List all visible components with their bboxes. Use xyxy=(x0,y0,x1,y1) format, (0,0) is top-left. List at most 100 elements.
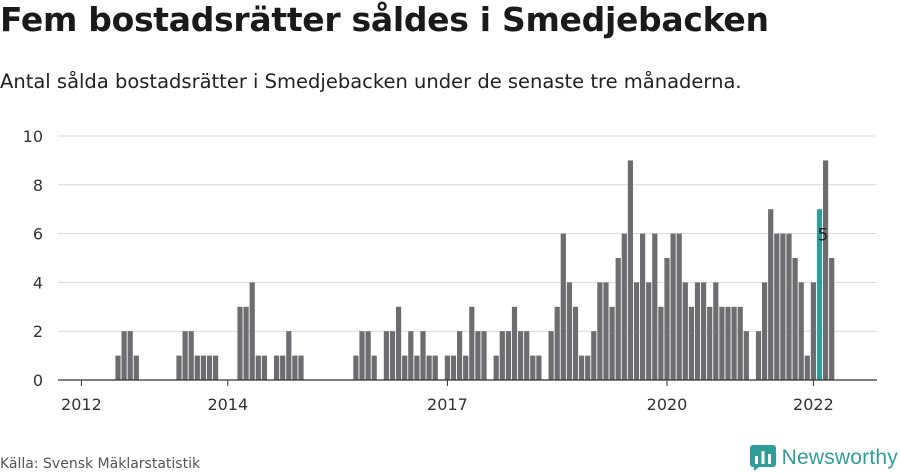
x-tick-label: 2017 xyxy=(427,395,468,414)
bar xyxy=(261,355,267,380)
bar xyxy=(518,331,524,380)
bar xyxy=(737,306,743,380)
bar xyxy=(121,331,127,380)
bar xyxy=(804,355,810,380)
bar xyxy=(200,355,206,380)
bar xyxy=(396,306,402,380)
bar xyxy=(274,355,280,380)
bar xyxy=(176,355,182,380)
bar xyxy=(719,306,725,380)
bar xyxy=(457,331,463,380)
x-tick-label: 2020 xyxy=(647,395,688,414)
bar xyxy=(371,355,377,380)
bar xyxy=(420,331,426,380)
bar xyxy=(694,282,701,380)
bar xyxy=(701,282,707,380)
bar xyxy=(182,331,188,380)
bar xyxy=(755,331,762,380)
chart-title: Fem bostadsrätter såldes i Smedjebacken xyxy=(0,0,769,39)
bar xyxy=(524,331,530,380)
bar xyxy=(566,282,572,380)
bar xyxy=(280,355,286,380)
bar xyxy=(670,233,676,380)
bar xyxy=(444,355,450,380)
bar xyxy=(298,355,304,380)
bar xyxy=(829,258,835,380)
bar xyxy=(359,331,365,380)
bar xyxy=(579,355,585,380)
bar xyxy=(237,306,243,380)
bar xyxy=(463,355,469,380)
bar xyxy=(505,331,511,380)
brand-name: Newsworthy xyxy=(781,446,898,469)
bar xyxy=(658,306,664,380)
bar xyxy=(481,331,487,380)
bar xyxy=(572,306,579,380)
bar xyxy=(536,355,542,380)
y-tick-label: 0 xyxy=(33,371,43,390)
bar xyxy=(194,355,200,380)
bar xyxy=(213,355,219,380)
y-tick-label: 4 xyxy=(33,273,43,292)
bar xyxy=(725,306,731,380)
bar xyxy=(255,355,261,380)
chart-subtitle: Antal sålda bostadsrätter i Smedjebacken… xyxy=(0,70,742,93)
bar xyxy=(768,209,774,380)
bar xyxy=(615,258,621,380)
bar xyxy=(780,233,786,380)
bar xyxy=(499,331,505,380)
bar xyxy=(560,233,566,380)
bar xyxy=(664,258,670,380)
source-note: Källa: Svensk Mäklarstatistik xyxy=(0,456,201,472)
bar xyxy=(389,331,396,380)
bar xyxy=(682,282,688,380)
bar xyxy=(133,355,139,380)
y-tick-label: 8 xyxy=(33,176,43,195)
bar xyxy=(621,233,627,380)
bar xyxy=(548,331,554,380)
x-tick-label: 2022 xyxy=(793,395,834,414)
bar xyxy=(249,282,255,380)
bar xyxy=(810,282,816,380)
bar xyxy=(627,160,633,380)
bar xyxy=(450,355,457,380)
bar xyxy=(206,355,213,380)
bar xyxy=(469,306,475,380)
bar xyxy=(243,306,249,380)
bar xyxy=(286,331,292,380)
bar xyxy=(707,306,713,380)
bar xyxy=(816,209,823,380)
bar xyxy=(365,331,371,380)
bar xyxy=(786,233,792,380)
bar xyxy=(292,355,298,380)
brand-logo: Newsworthy xyxy=(749,445,898,471)
bar xyxy=(792,258,798,380)
bar xyxy=(383,331,389,380)
bar xyxy=(591,331,597,380)
bar xyxy=(603,282,609,380)
bar xyxy=(585,355,591,380)
bar xyxy=(554,306,560,380)
bar xyxy=(688,306,694,380)
bar xyxy=(676,233,682,380)
bar xyxy=(798,282,804,380)
newsworthy-logo-icon xyxy=(749,445,776,471)
bar xyxy=(530,355,536,380)
bar xyxy=(823,160,829,380)
bar xyxy=(646,282,652,380)
bar xyxy=(774,233,780,380)
y-tick-label: 6 xyxy=(33,225,43,244)
bar xyxy=(432,355,438,380)
bar xyxy=(731,306,737,380)
bar xyxy=(609,306,615,380)
bar xyxy=(475,331,481,380)
bar xyxy=(762,282,768,380)
bar xyxy=(493,355,499,380)
bar xyxy=(652,233,658,380)
bar xyxy=(743,331,749,380)
bar xyxy=(127,331,133,380)
bar xyxy=(414,355,420,380)
bar xyxy=(353,355,359,380)
y-tick-label: 10 xyxy=(23,127,43,146)
